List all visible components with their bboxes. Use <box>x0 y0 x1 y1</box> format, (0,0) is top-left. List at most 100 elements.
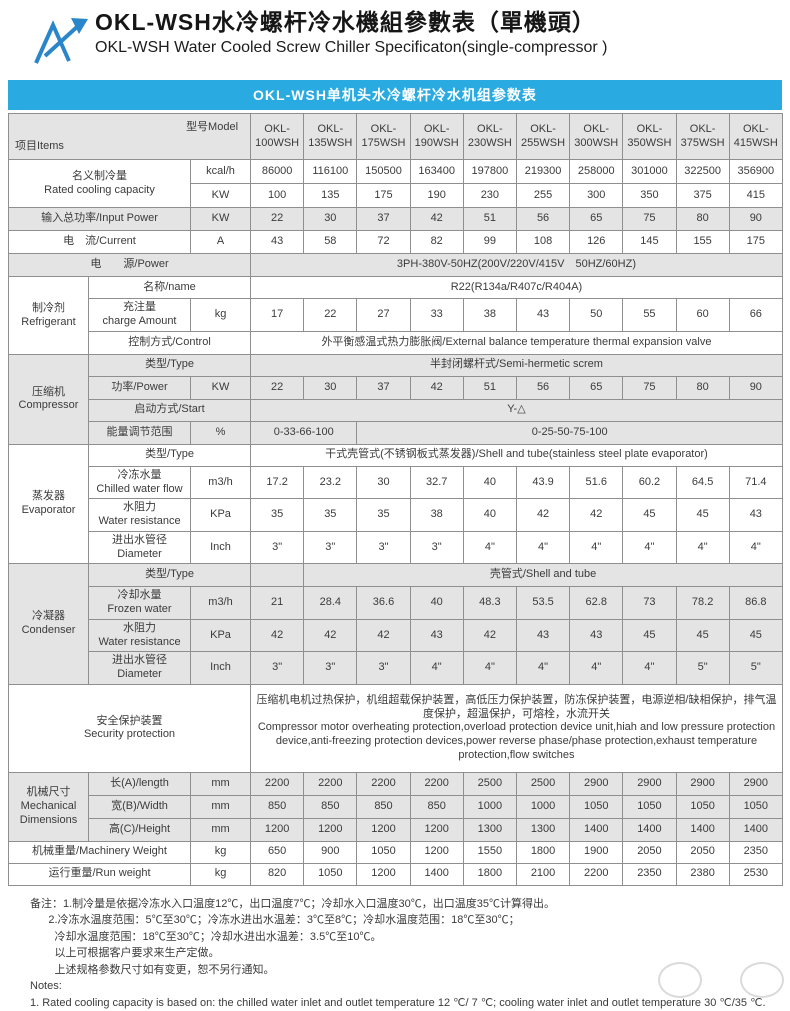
row-label: 类型/Type <box>87 563 252 588</box>
value-cell: 80 <box>675 375 730 400</box>
model-header-cell: OKL- 375WSH <box>675 112 730 161</box>
value-cell: 72 <box>356 230 411 255</box>
value-cell: 1900 <box>569 840 624 864</box>
group-label-compressor: 压缩机 Compressor <box>8 353 89 445</box>
value-cell: 23.2 <box>303 465 358 500</box>
value-cell: 1550 <box>462 840 517 864</box>
condenser-diameter-row: 进出水管径 Diameter Inch 3" 3" 3" 4" 4" 4" 4" 4" 5" 5" <box>9 651 783 685</box>
dimension-length-row: 机械尺寸 Mechanical Dimensions 长(A)/length m… <box>8 771 783 842</box>
value-cell: 2200 <box>303 771 358 796</box>
value-cell: 71.4 <box>728 465 783 500</box>
value-cell: 17.2 <box>250 465 305 500</box>
value-cell: 33 <box>409 298 464 332</box>
value-cell: 650 <box>250 840 305 864</box>
model-header-row: 项目Items 型号Model OKL- 100WSH OKL- 135WSH OK… <box>7 112 783 161</box>
brand-arrow-logo <box>34 18 88 64</box>
unit-cell: Inch <box>189 651 252 685</box>
value-cell: 1050 <box>303 862 358 886</box>
value-cell: 255 <box>515 183 571 209</box>
unit-cell: KW <box>189 183 252 209</box>
unit-cell: % <box>189 420 252 445</box>
value-cell: 1050 <box>569 794 624 819</box>
model-header-cell: OKL- 100WSH <box>250 112 305 161</box>
value-cell: 3" <box>409 530 464 565</box>
value-cell: 42 <box>462 618 517 653</box>
row-label: 名义制冷量 Rated cooling capacity <box>8 159 191 209</box>
value-cell: 820 <box>250 862 305 886</box>
value-cell: 1400 <box>409 862 464 886</box>
page-edge-artifact <box>658 962 702 998</box>
row-label: 电 流/Current <box>8 230 191 255</box>
dimension-width-row: 宽(B)/Width mm 850 850 850 850 1000 1000 1050 10… <box>9 794 783 819</box>
value-cell: 90 <box>728 207 783 232</box>
value-cell: 4" <box>462 651 517 685</box>
value-cell: 42 <box>250 618 305 653</box>
group-label-evaporator: 蒸发器 Evaporator <box>8 443 89 565</box>
value-cell: 40 <box>462 465 517 500</box>
model-header-cell: OKL- 175WSH <box>356 112 411 161</box>
value-cell: 175 <box>728 230 783 255</box>
value-cell: 60.2 <box>622 465 677 500</box>
value-cell: 42 <box>356 618 411 653</box>
value-cell: 3" <box>250 651 305 685</box>
model-header-cell: OKL- 135WSH <box>303 112 358 161</box>
value-cell: 3" <box>250 530 305 565</box>
value-cell: 48.3 <box>462 586 517 620</box>
row-label: 水阻力 Water resistance <box>88 498 191 532</box>
power-supply-row: 电 源/Power 3PH-380V-50HZ(200V/220V/415V 5… <box>7 253 783 278</box>
value-cell: 73 <box>622 586 677 620</box>
model-header-cell: OKL- 230WSH <box>462 112 517 161</box>
unit-cell: mm <box>189 771 252 796</box>
value-cell: 126 <box>569 230 624 255</box>
row-label: 输入总功率/Input Power <box>8 207 191 232</box>
value-cell: 42 <box>409 375 464 400</box>
row-label: 启动方式/Start <box>87 398 252 422</box>
value-cell: 4" <box>622 651 677 685</box>
refrigerant-name-value: R22(R134a/R407c/R404A) <box>250 276 783 300</box>
value-cell: 30 <box>303 207 358 232</box>
value-cell: 43.9 <box>515 465 571 500</box>
unit-cell: KW <box>189 375 252 400</box>
value-cell: 75 <box>622 375 677 400</box>
row-label: 运行重量/Run weight <box>8 862 191 886</box>
value-cell: 2380 <box>675 862 730 886</box>
dimension-height-row: 高(C)/Height mm 1200 1200 1200 1200 1300 1300 1… <box>9 817 783 842</box>
value-cell: 4" <box>622 530 677 565</box>
power-supply-value: 3PH-380V-50HZ(200V/220V/415V 50HZ/60HZ) <box>250 253 783 278</box>
unit-cell: KW <box>189 207 252 232</box>
value-cell: 1200 <box>356 862 411 886</box>
note-line: 2.冷冻水温度范围：5℃至30℃；冷冻水进出水温差：3℃至8℃；冷却水温度范围：… <box>30 914 520 927</box>
value-cell: 116100 <box>303 159 358 185</box>
value-cell: 230 <box>462 183 517 209</box>
unit-cell: Inch <box>189 530 252 565</box>
condenser-type-empty-cell <box>250 563 305 588</box>
value-cell: 45 <box>675 498 730 532</box>
value-cell: 56 <box>515 207 571 232</box>
row-label: 类型/Type <box>87 353 252 377</box>
security-protection-row: 安全保护装置 Security protection 压缩机电机过热保护，机组超… <box>7 683 783 773</box>
value-cell: 65 <box>569 207 624 232</box>
value-cell: 2900 <box>622 771 677 796</box>
value-cell: 4" <box>462 530 517 565</box>
row-label: 高(C)/Height <box>88 817 191 842</box>
value-cell: 58 <box>303 230 358 255</box>
value-cell: 22 <box>250 375 305 400</box>
value-cell: 86.8 <box>728 586 783 620</box>
value-cell: 55 <box>622 298 677 332</box>
value-cell: 1050 <box>622 794 677 819</box>
unit-cell: KPa <box>189 618 252 653</box>
evaporator-type-row: 蒸发器 Evaporator 类型/Type 干式壳管式(不锈钢板式蒸发器)/S… <box>8 443 783 565</box>
row-label: 安全保护装置 Security protection <box>7 683 252 773</box>
value-cell: 38 <box>409 498 464 532</box>
value-cell: 30 <box>356 465 411 500</box>
machinery-weight-row: 机械重量/Machinery Weight kg 650 900 1050 1200 1… <box>8 840 783 864</box>
unit-cell: kg <box>189 840 252 864</box>
corner-cell: 项目Items 型号Model <box>7 112 252 161</box>
value-cell: 37 <box>356 207 411 232</box>
value-cell: 1400 <box>569 817 624 842</box>
value-cell: 850 <box>303 794 358 819</box>
group-label-condenser: 冷凝器 Condenser <box>8 563 89 685</box>
value-cell: 40 <box>409 586 464 620</box>
value-cell: 1300 <box>515 817 571 842</box>
spec-table: 项目Items 型号Model OKL- 100WSH OKL- 135WSH OK… <box>7 112 783 886</box>
